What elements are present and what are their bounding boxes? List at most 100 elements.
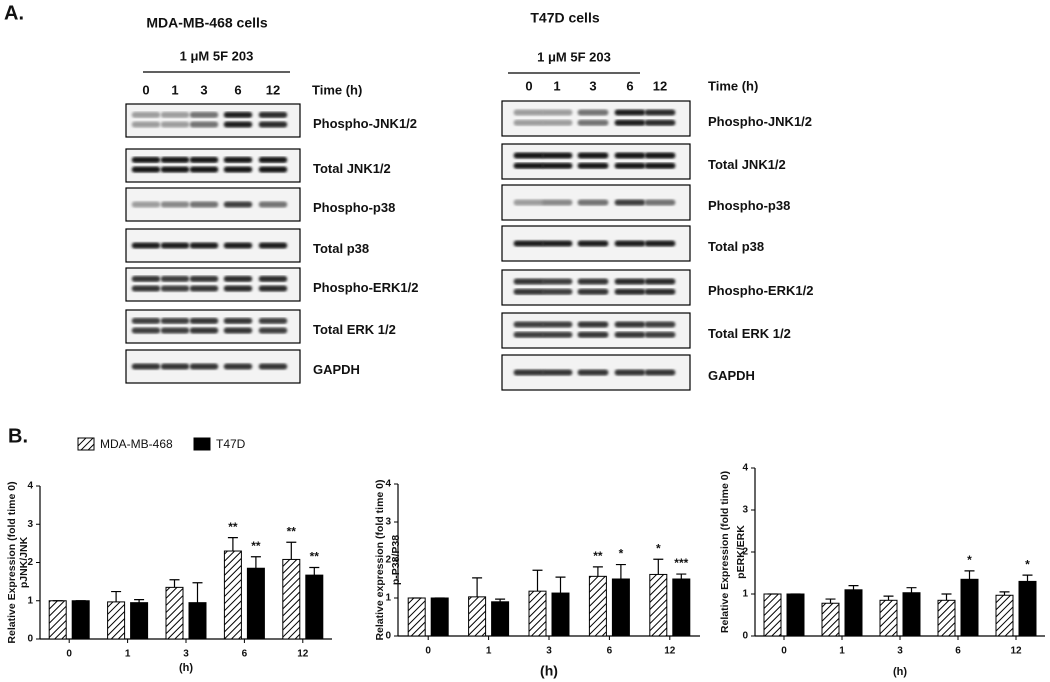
blot-band bbox=[258, 327, 288, 334]
blot-band bbox=[189, 327, 219, 334]
blot-band bbox=[644, 240, 676, 247]
bar bbox=[879, 599, 898, 637]
blot-band bbox=[541, 152, 573, 159]
blot-band bbox=[160, 166, 190, 173]
blot-band bbox=[577, 162, 609, 169]
blot-band bbox=[614, 162, 646, 169]
blot-band bbox=[541, 369, 573, 376]
time-label: Time (h) bbox=[312, 82, 362, 97]
blot-band bbox=[223, 275, 253, 282]
x-tick-label: 12 bbox=[297, 649, 309, 660]
blot-band bbox=[223, 285, 253, 292]
blot-band bbox=[223, 121, 253, 128]
significance-label: ** bbox=[593, 549, 603, 563]
error-bar bbox=[169, 579, 180, 588]
blot-band bbox=[131, 285, 161, 292]
blot-band bbox=[541, 278, 573, 285]
error-bar bbox=[532, 569, 543, 592]
y-tick-label: 0 bbox=[27, 634, 33, 645]
bar bbox=[71, 600, 90, 640]
blot-band bbox=[644, 369, 676, 376]
treatment-label: 1 μM 5F 203 bbox=[537, 49, 611, 64]
blot-band bbox=[258, 317, 288, 324]
blot-band bbox=[131, 121, 161, 128]
y-tick-label: 4 bbox=[27, 481, 33, 492]
blot-band bbox=[541, 288, 573, 295]
blot-band bbox=[577, 240, 609, 247]
x-tick-label: 3 bbox=[183, 649, 189, 660]
blot-band bbox=[513, 109, 545, 116]
x-tick-label: 6 bbox=[242, 649, 248, 660]
blot-row-label: Phospho-ERK1/2 bbox=[708, 283, 813, 298]
significance-label: * bbox=[656, 541, 661, 555]
bar bbox=[188, 602, 207, 640]
x-tick-label: 12 bbox=[664, 646, 676, 657]
blot-band bbox=[577, 369, 609, 376]
significance-label: ** bbox=[287, 524, 297, 538]
blot-frame bbox=[125, 309, 301, 344]
blot-band bbox=[189, 363, 219, 370]
bar bbox=[786, 593, 805, 637]
blot-frame bbox=[501, 312, 691, 349]
bar bbox=[611, 578, 630, 637]
x-tick-label: 12 bbox=[1010, 646, 1022, 657]
y-tick-label: 4 bbox=[385, 479, 391, 490]
blot-band bbox=[541, 321, 573, 328]
error-bar bbox=[825, 598, 836, 604]
blot-band bbox=[189, 317, 219, 324]
blot-band bbox=[614, 321, 646, 328]
x-tick-label: 0 bbox=[425, 646, 431, 657]
lane-label: 6 bbox=[626, 78, 633, 93]
blot-row-label: GAPDH bbox=[313, 362, 360, 377]
bar bbox=[223, 550, 242, 640]
error-bar bbox=[227, 537, 238, 552]
error-bar bbox=[555, 576, 566, 594]
blot-row-label: Total ERK 1/2 bbox=[313, 322, 396, 337]
y-tick-label: 2 bbox=[742, 547, 748, 558]
panel-label: A. bbox=[4, 2, 24, 24]
bar bbox=[407, 597, 426, 637]
blot-band bbox=[160, 111, 190, 118]
panel-label: B. bbox=[8, 425, 28, 447]
blot-band bbox=[644, 109, 676, 116]
blot-band bbox=[577, 321, 609, 328]
y-axis-label: pJNK/JNK bbox=[18, 536, 30, 588]
lane-label: 0 bbox=[525, 78, 532, 93]
blot-band bbox=[131, 242, 161, 249]
blot-band bbox=[577, 119, 609, 126]
blot-band bbox=[131, 166, 161, 173]
error-bar bbox=[653, 558, 664, 575]
blot-band bbox=[258, 275, 288, 282]
blot-band bbox=[189, 242, 219, 249]
blot-band bbox=[160, 363, 190, 370]
bar bbox=[48, 600, 67, 640]
blot-band bbox=[258, 242, 288, 249]
bar bbox=[246, 567, 265, 640]
blot-row-label: Phospho-p38 bbox=[708, 198, 790, 213]
y-tick-label: 4 bbox=[742, 463, 748, 474]
legend-swatch bbox=[77, 437, 95, 451]
blot-band bbox=[189, 201, 219, 208]
x-tick-label: 6 bbox=[607, 646, 613, 657]
bar bbox=[551, 592, 570, 637]
x-tick-label: 1 bbox=[486, 646, 492, 657]
blot-band bbox=[189, 156, 219, 163]
bar bbox=[588, 575, 607, 637]
blot-band bbox=[160, 121, 190, 128]
blot-band bbox=[513, 369, 545, 376]
blot-band bbox=[614, 288, 646, 295]
x-axis-label: (h) bbox=[179, 662, 193, 674]
x-tick-label: 3 bbox=[897, 646, 903, 657]
significance-label: ** bbox=[228, 520, 238, 534]
blot-band bbox=[541, 331, 573, 338]
blot-band bbox=[258, 156, 288, 163]
bar bbox=[1018, 580, 1037, 637]
lane-label: 12 bbox=[653, 78, 667, 93]
blot-band bbox=[131, 275, 161, 282]
y-tick-label: 0 bbox=[742, 631, 748, 642]
bar bbox=[902, 592, 921, 637]
y-axis-label: Relative Expression (fold time 0) bbox=[6, 481, 18, 643]
blot-band bbox=[541, 199, 573, 206]
error-bar bbox=[250, 556, 261, 569]
blot-band bbox=[223, 317, 253, 324]
